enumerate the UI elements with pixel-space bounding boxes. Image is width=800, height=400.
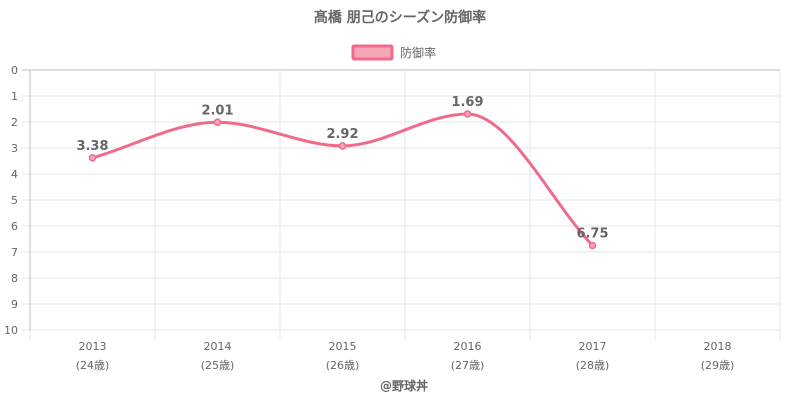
data-point (588, 241, 597, 250)
x-tick-label: 2013 (79, 340, 107, 353)
data-label: 2.01 (201, 103, 233, 118)
y-tick-label: 6 (11, 220, 18, 233)
x-tick-label: 2014 (204, 340, 232, 353)
data-point (463, 110, 472, 118)
x-tick-sublabel: (27歳) (451, 359, 485, 372)
x-tick-label: 2016 (454, 340, 482, 353)
y-tick-label: 0 (11, 64, 18, 77)
y-tick-label: 3 (11, 142, 18, 155)
data-label: 3.38 (76, 139, 108, 154)
x-tick-sublabel: (25歳) (201, 359, 235, 372)
y-tick-label: 1 (11, 90, 18, 103)
data-point (88, 154, 97, 162)
y-tick-label: 7 (11, 246, 18, 259)
legend-label: 防御率 (400, 45, 436, 60)
x-tick-sublabel: (24歳) (76, 359, 110, 372)
x-tick-label: 2018 (704, 340, 732, 353)
series-line (91, 112, 594, 247)
data-labels: 3.38 2.01 2.92 1.69 6.75 (76, 95, 608, 242)
x-tick-label: 2015 (329, 340, 357, 353)
y-tick-label: 10 (4, 324, 18, 337)
x-axis-labels: 2013 (24歳) 2014 (25歳) 2015 (26歳) 2016 (27歳) 2017… (76, 340, 735, 372)
legend-swatch (351, 44, 394, 61)
y-axis-labels: 0 1 2 3 4 5 6 7 8 9 10 (4, 64, 18, 337)
y-tick-label: 8 (11, 272, 18, 285)
grid-lines (22, 69, 781, 340)
legend: 防御率 (351, 44, 436, 61)
data-point (338, 142, 347, 150)
x-tick-sublabel: (29歳) (701, 359, 735, 372)
chart-credit: @野球丼 (380, 378, 428, 393)
y-tick-label: 2 (11, 116, 18, 129)
x-tick-label: 2017 (579, 340, 607, 353)
x-tick-sublabel: (26歳) (326, 359, 360, 372)
x-tick-sublabel: (28歳) (576, 359, 610, 372)
data-point (213, 118, 222, 127)
data-label: 1.69 (451, 95, 483, 110)
y-tick-label: 5 (11, 194, 18, 207)
y-tick-label: 9 (11, 298, 18, 311)
data-label: 6.75 (576, 227, 608, 242)
data-label: 2.92 (326, 127, 358, 142)
series-group (88, 110, 597, 250)
y-tick-label: 4 (11, 168, 18, 181)
chart-title: 髙橋 朋己のシーズン防御率 (314, 9, 486, 26)
